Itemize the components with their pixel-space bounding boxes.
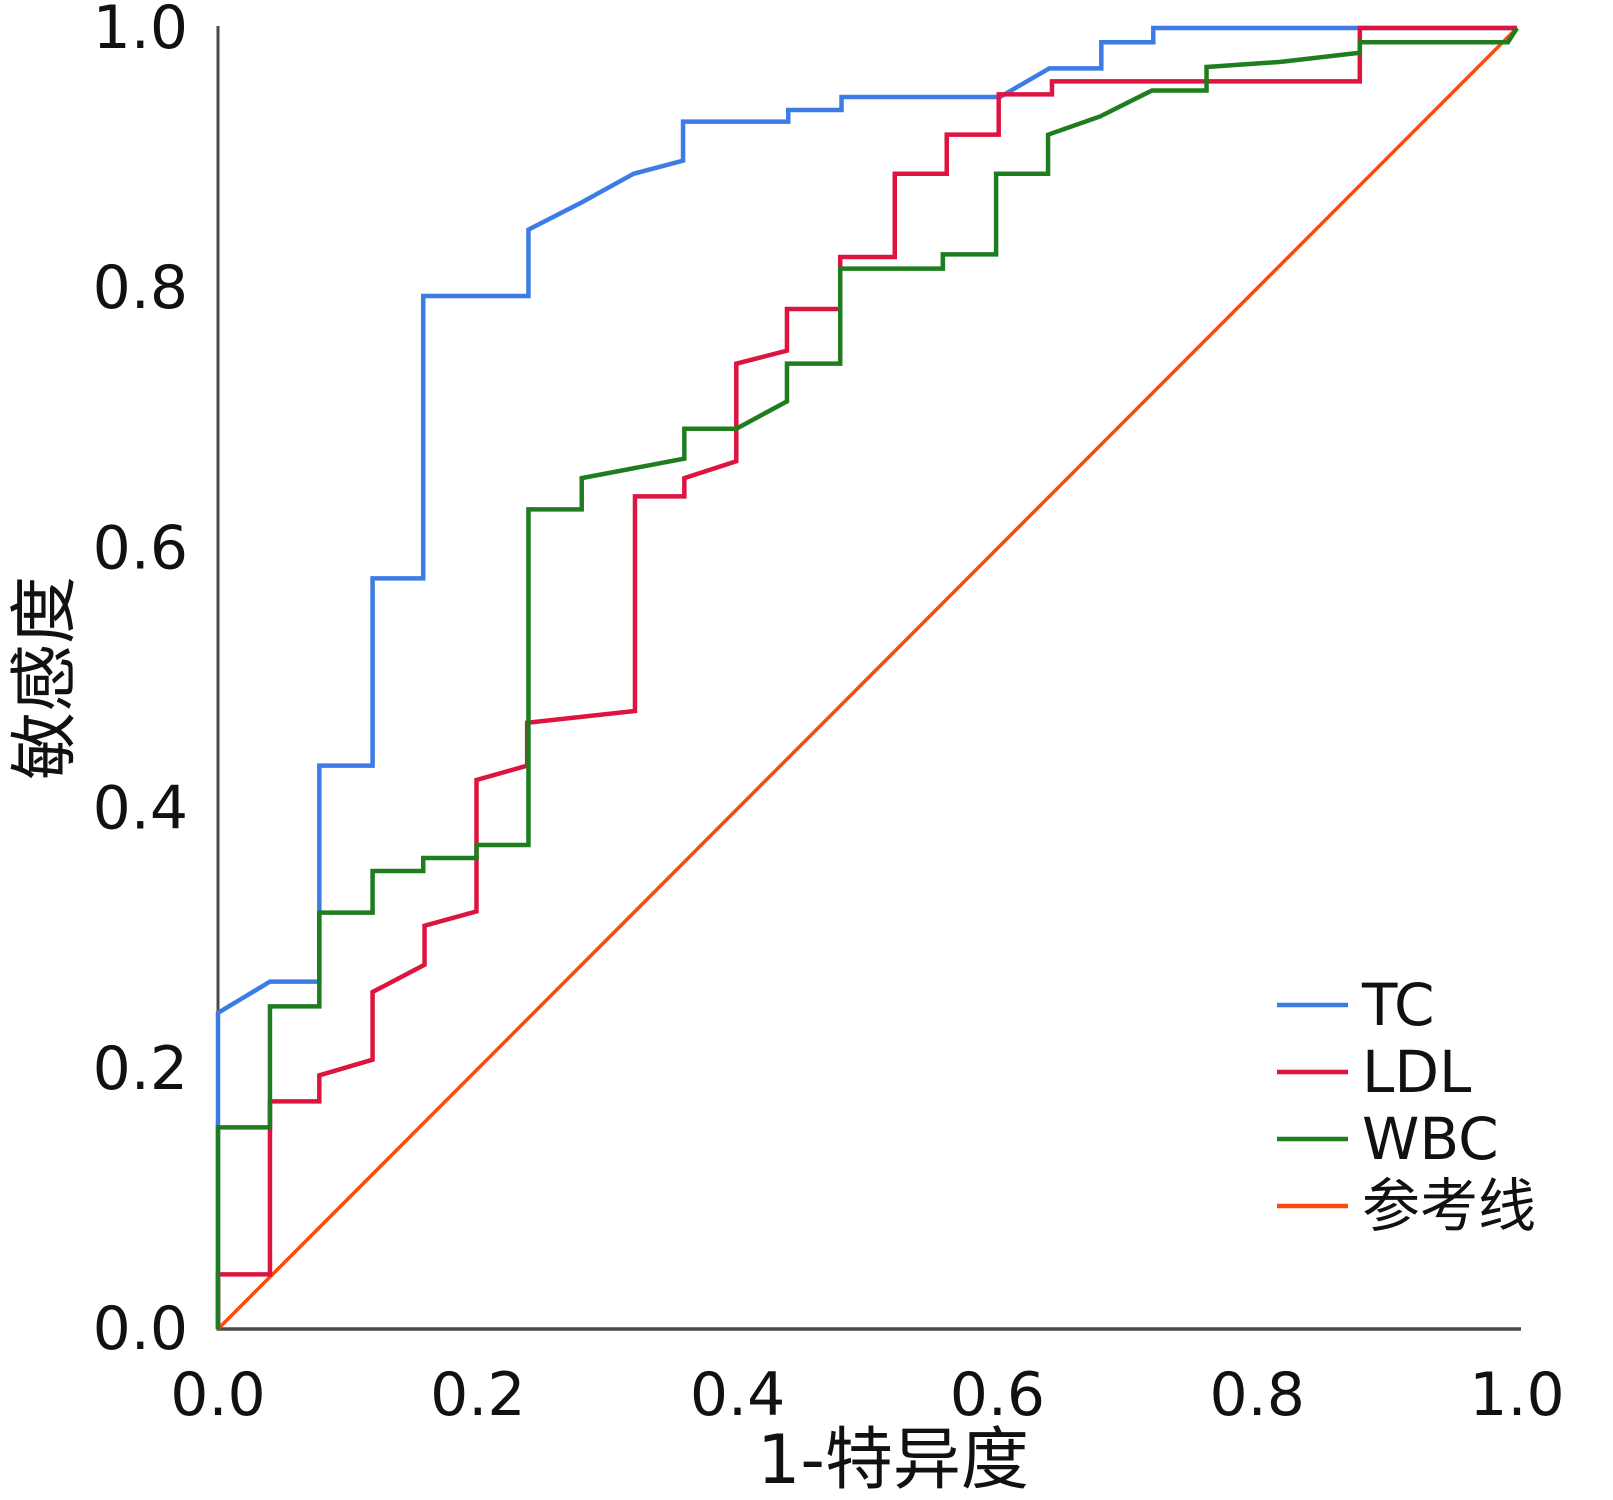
y-tick-label: 0.2 [93,1034,188,1104]
roc-curve-参考线 [216,26,1519,1331]
legend-item-TC: TC [1277,971,1435,1039]
x-tick-label: 1.0 [1469,1360,1564,1430]
legend-label-WBC: WBC [1362,1105,1499,1173]
legend-label-LDL: LDL [1362,1038,1471,1106]
y-tick-label: 1.0 [93,0,188,63]
x-tick-label: 0.0 [170,1360,265,1430]
legend-item-WBC: WBC [1277,1105,1499,1173]
x-tick-label: 0.2 [430,1360,525,1430]
y-tick-label: 0.8 [93,253,188,323]
plot-layer: 0.0 0.2 0.4 0.6 0.8 1.0 0.0 0.2 0.4 0.6 0.8 1.0 TCLD… [93,0,1565,1430]
legend-item-参考线: 参考线 [1277,1172,1536,1240]
y-tick-label: 0.0 [93,1294,188,1364]
roc-curve-WBC [215,26,1519,1329]
y-axis-title: 敏感度 [6,576,85,780]
legend-item-LDL: LDL [1277,1038,1471,1106]
roc-curve-TC [215,25,1517,1329]
roc-curve-LDL [215,25,1517,1329]
y-tick-label: 0.4 [93,774,188,844]
y-tick-label: 0.6 [93,513,188,583]
x-tick-label: 0.4 [690,1360,785,1430]
legend-label-TC: TC [1361,971,1435,1039]
x-tick-label: 0.8 [1209,1360,1304,1430]
x-tick-label: 0.6 [950,1360,1045,1430]
legend-label-参考线: 参考线 [1362,1172,1536,1240]
x-axis-title: 1-特异度 [757,1421,1029,1500]
